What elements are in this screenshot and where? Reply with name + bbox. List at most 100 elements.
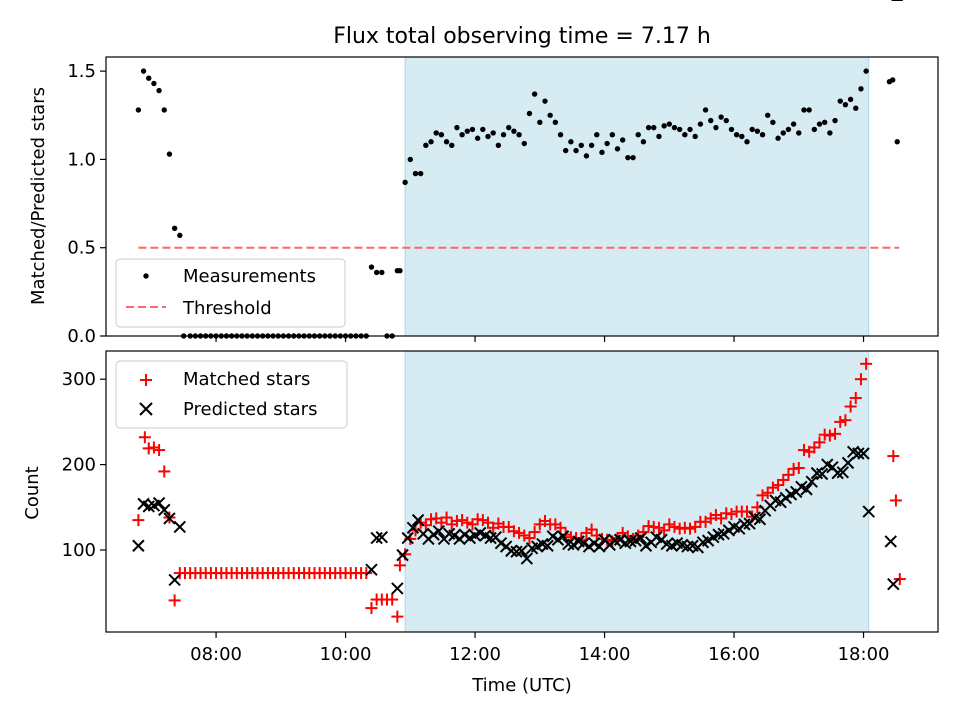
measurement-point: [759, 131, 766, 138]
predicted-star-point: [805, 475, 818, 488]
predicted-star-point: [432, 525, 446, 538]
x-axis-label: Time (UTC): [471, 675, 572, 696]
top-x-ticks: [215, 336, 865, 342]
matched-star-point: [466, 518, 479, 531]
predicted-star-point: [815, 467, 829, 481]
x-tick-label: 16:00: [708, 644, 760, 665]
matched-star-point: [476, 514, 489, 527]
legend-threshold-label: Threshold: [182, 298, 272, 319]
measurement-point: [500, 131, 507, 138]
matched-star-point: [518, 529, 531, 542]
matched-star-point: [507, 525, 520, 538]
measurement-point: [166, 151, 173, 157]
measurement-point: [542, 98, 548, 104]
measurement-point: [464, 128, 470, 134]
measurement-point: [171, 225, 178, 231]
measurement-point: [894, 139, 900, 145]
measurement-point: [578, 142, 584, 148]
measurement-point: [785, 126, 792, 133]
matched-star-point: [440, 511, 453, 524]
measurement-point: [661, 123, 667, 129]
measurement-point: [433, 130, 439, 136]
measurement-point: [417, 170, 424, 177]
measurement-point: [599, 149, 605, 156]
matched-star-point: [887, 450, 900, 463]
predicted-star-point: [163, 512, 176, 525]
measurement-point: [140, 68, 147, 74]
predicted-star-point: [375, 530, 389, 544]
legend-matched-label: Matched stars: [183, 369, 310, 390]
measurement-point: [552, 119, 559, 126]
measurement-point: [847, 96, 854, 103]
measurement-point: [423, 142, 429, 148]
measurement-point: [526, 110, 533, 117]
matched-star-point: [663, 518, 676, 531]
predicted-star-point: [401, 531, 414, 545]
measurement-point: [407, 156, 414, 163]
matched-star-point: [834, 415, 847, 428]
matched-star-point: [461, 516, 474, 529]
measurement-point: [428, 139, 434, 145]
predicted-stars-points: [132, 0, 903, 595]
matched-star-point: [756, 489, 769, 502]
predicted-star-point: [800, 483, 813, 496]
top-y-axis-label: Matched/Predicted stars: [28, 87, 49, 305]
measurement-point: [604, 140, 610, 147]
measurement-point: [816, 121, 823, 127]
x-tick-label: 08:00: [190, 644, 242, 665]
measurement-point: [666, 121, 672, 127]
measurement-point: [177, 232, 183, 239]
top-legend-box: [115, 258, 346, 328]
measurement-point: [692, 133, 698, 140]
matched-star-point: [513, 526, 526, 539]
matched-star-point: [689, 520, 702, 533]
matched-star-point: [844, 400, 857, 413]
measurement-point: [708, 117, 714, 124]
measurement-point: [480, 126, 486, 133]
measurement-point: [469, 126, 476, 133]
legend-measurements-marker: [143, 273, 149, 279]
measurement-points: [135, 68, 900, 339]
measurement-point: [459, 131, 465, 138]
measurement-point: [614, 146, 621, 152]
measurement-point: [485, 133, 491, 140]
legend-matched-marker: [140, 374, 152, 386]
top-y-axis: 0.0 0.5 1.0 1.5: [67, 61, 106, 347]
measurement-point: [853, 105, 859, 111]
measurement-point: [588, 142, 595, 148]
measurement-point: [135, 107, 142, 113]
measurement-point: [837, 98, 843, 104]
legend-predicted-label: Predicted stars: [183, 399, 317, 420]
predicted-star-point: [411, 513, 425, 527]
matched-star-point: [360, 567, 373, 580]
measurement-point: [438, 131, 445, 138]
measurement-point: [671, 124, 678, 131]
predicted-star-point: [884, 535, 897, 548]
legend-measurements-label: Measurements: [183, 266, 316, 287]
measurement-point: [728, 126, 735, 133]
matched-star-point: [482, 516, 495, 529]
matched-star-point: [147, 441, 160, 454]
measurement-point: [563, 147, 569, 154]
chart-title: Flux total observing time = 7.17 h: [333, 24, 711, 49]
measurement-point: [645, 124, 652, 131]
measurement-point: [151, 80, 157, 87]
measurement-point: [790, 121, 797, 127]
predicted-star-point: [406, 521, 420, 535]
matched-star-point: [777, 473, 790, 486]
measurement-point: [547, 112, 553, 118]
predicted-star-point: [168, 573, 181, 587]
matched-star-point: [456, 514, 469, 527]
top-legend: Measurements Threshold: [115, 258, 346, 328]
predicted-star-point: [365, 563, 378, 576]
predicted-star-point: [173, 520, 187, 534]
measurement-point: [474, 135, 481, 141]
measurement-point: [583, 153, 590, 159]
measurement-point: [454, 124, 460, 131]
measurement-point: [744, 139, 750, 145]
measurement-point: [397, 267, 403, 274]
matched-star-point: [132, 514, 145, 527]
measurement-point: [733, 131, 740, 138]
measurement-point: [511, 128, 517, 134]
